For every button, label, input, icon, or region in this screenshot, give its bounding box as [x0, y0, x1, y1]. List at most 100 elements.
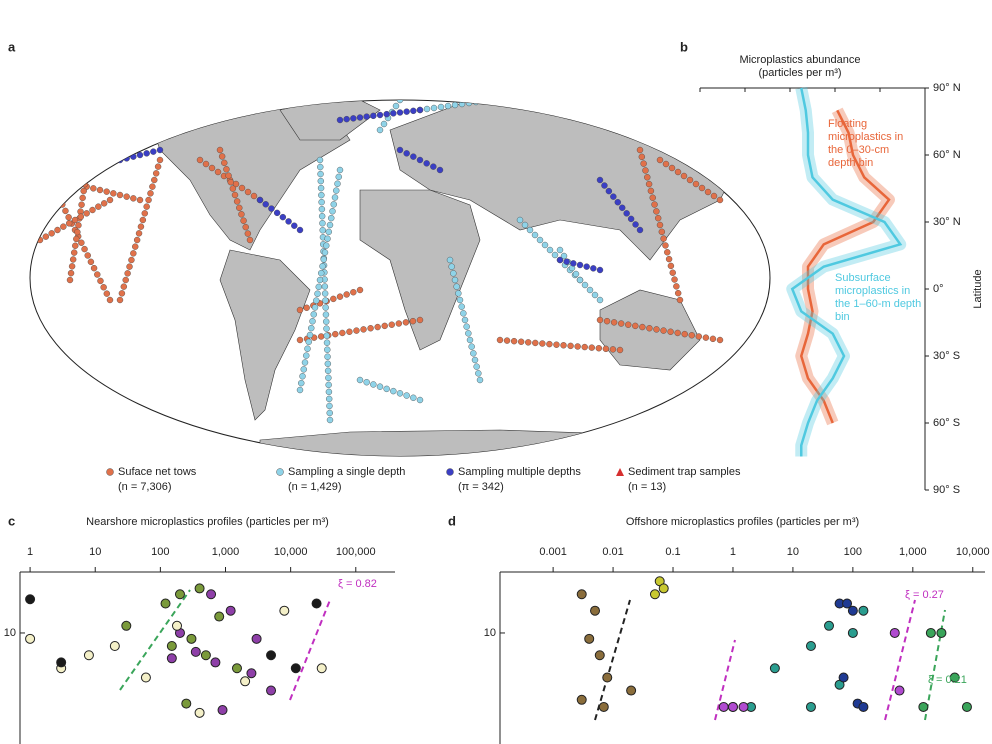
sample-dot	[588, 344, 595, 351]
sample-dot	[96, 186, 104, 194]
point	[738, 701, 749, 712]
point	[171, 620, 182, 631]
sample-dot	[451, 276, 459, 284]
sample-dot	[79, 194, 86, 202]
sample-dot	[446, 256, 454, 264]
point	[140, 672, 151, 683]
point	[805, 701, 816, 712]
sample-dot	[557, 87, 563, 93]
sample-dot	[617, 320, 625, 327]
sample-dot	[627, 215, 635, 223]
sample-dot	[268, 205, 275, 212]
sample-dot	[581, 343, 588, 351]
annotation: ξ = 0.27	[905, 589, 944, 601]
sample-dot	[298, 379, 305, 387]
sample-dot	[660, 235, 667, 242]
sample-dot	[42, 233, 50, 240]
sample-dot	[639, 323, 646, 331]
sample-dot	[306, 331, 314, 339]
y-tick-label: 0°	[933, 283, 944, 295]
sample-dot	[517, 338, 525, 345]
sample-dot	[546, 340, 553, 348]
sample-dot	[65, 214, 72, 221]
sample-dot	[322, 311, 330, 318]
sample-dot	[616, 346, 624, 354]
sample-dot	[150, 148, 157, 155]
sample-dot	[311, 304, 319, 311]
sample-dot	[383, 385, 390, 393]
sample-dot	[317, 163, 324, 171]
sample-dot	[560, 252, 568, 260]
sample-dot	[496, 336, 504, 344]
sample-dot	[149, 183, 156, 190]
x-tick-label: 10,000	[956, 546, 990, 558]
sample-dot	[124, 270, 131, 277]
sample-dot	[525, 339, 532, 346]
sample-dot	[85, 153, 93, 161]
annotation: Floating microplastics in the 0–30-cm de…	[828, 118, 904, 169]
sample-dot	[500, 100, 508, 102]
sample-dot	[660, 327, 667, 334]
sample-dot	[308, 324, 315, 332]
sample-dot	[325, 228, 332, 236]
sample-dot	[39, 163, 47, 170]
sample-dot	[416, 156, 424, 164]
panel-label: c	[8, 513, 15, 528]
sample-dot	[623, 210, 630, 217]
sample-dot	[688, 332, 695, 339]
sample-dot	[36, 156, 44, 164]
legend-marker	[616, 468, 624, 476]
sample-dot	[240, 217, 247, 224]
sample-dot	[116, 296, 124, 304]
sample-dot	[461, 316, 469, 324]
sample-dot	[223, 166, 230, 173]
sample-dot	[156, 146, 164, 154]
sample-dot	[665, 255, 673, 263]
sample-dot	[710, 192, 718, 200]
sample-dot	[331, 194, 339, 201]
point	[918, 701, 929, 712]
sample-dot	[681, 330, 688, 338]
sample-dot	[68, 263, 76, 270]
sample-dot	[106, 196, 114, 204]
sample-dot	[356, 376, 364, 384]
sample-dot	[450, 270, 457, 277]
sample-dot	[395, 320, 403, 327]
sample-dot	[337, 89, 343, 95]
sample-dot	[318, 191, 325, 199]
sample-dot	[71, 216, 79, 224]
x-axis-label: Microplastics abundance (particles per m…	[739, 54, 861, 79]
sample-dot	[322, 297, 329, 304]
point	[949, 672, 960, 683]
sample-dot	[601, 182, 608, 189]
sample-dot	[403, 392, 410, 399]
sample-dot	[709, 335, 717, 343]
sample-dot	[97, 277, 104, 285]
sample-dot	[529, 91, 535, 97]
sample-dot	[646, 325, 653, 332]
sample-dot	[596, 316, 604, 324]
sample-dot	[536, 236, 544, 244]
sample-dot	[619, 204, 626, 211]
x-tick-label: 100,000	[336, 546, 376, 558]
sample-dot	[532, 339, 539, 347]
sample-dot	[453, 283, 460, 290]
chart-title: Nearshore microplastics profiles (partic…	[86, 516, 329, 528]
sample-dot	[323, 242, 330, 249]
sample-dot	[103, 290, 111, 297]
sample-dot	[80, 187, 87, 195]
sample-dot	[208, 164, 216, 172]
sample-dot	[667, 328, 674, 335]
legend-label: Sampling multiple depths	[458, 466, 581, 478]
sample-dot	[67, 269, 75, 277]
chart-title: Offshore microplastics profiles (particl…	[625, 516, 860, 528]
sample-dot	[563, 258, 570, 265]
sample-dot	[475, 370, 482, 377]
sample-dot	[136, 151, 144, 159]
sample-dot	[357, 87, 363, 93]
sample-dot	[486, 100, 494, 104]
sample-dot	[319, 227, 326, 234]
panel-label: d	[448, 513, 456, 528]
